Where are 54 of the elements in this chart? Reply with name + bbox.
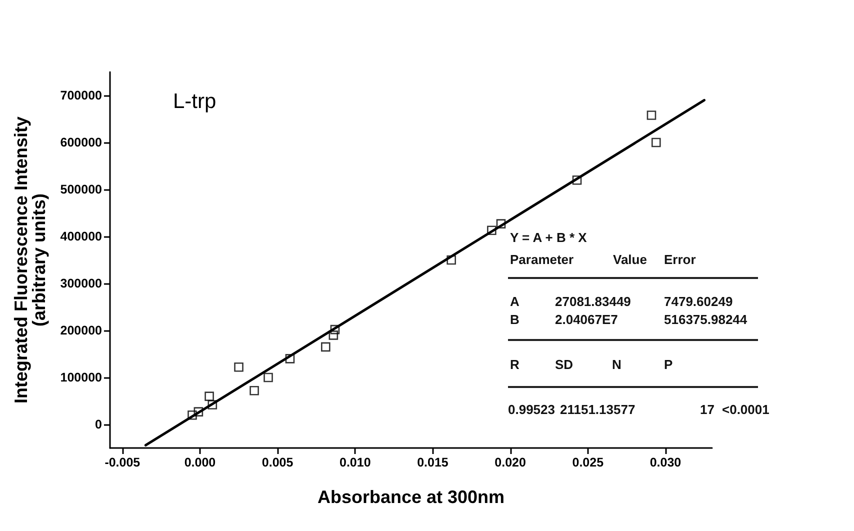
x-axis-title: Absorbance at 300nm (317, 487, 505, 507)
point (651, 138, 661, 148)
point (194, 407, 204, 416)
text: L-trp (173, 90, 216, 113)
annotation: R (510, 357, 520, 373)
x-tick-label: 0.025 (572, 456, 604, 470)
point (487, 226, 496, 236)
x-tick-label: 0.015 (417, 456, 448, 470)
point (446, 255, 456, 265)
x-tick-label: 0.020 (494, 456, 526, 470)
y-tick-label: 0 (95, 418, 102, 432)
annotation: Value (613, 252, 647, 268)
point (328, 330, 338, 340)
y-tick-label: 100000 (60, 370, 102, 384)
y-axis-title: Integrated Fluorescence Intensity (arbitrary units) (11, 116, 49, 404)
x-tick-label: -0.005 (104, 456, 140, 470)
annotation: N (612, 357, 622, 373)
point (496, 219, 506, 228)
x-tick-label: 0.005 (262, 456, 294, 470)
y-tick-label: 200000 (60, 324, 102, 338)
point (572, 175, 582, 185)
annotation: 27081.83449 (555, 294, 631, 310)
annotation: Parameter (510, 252, 574, 268)
text: <0.0001 (722, 402, 770, 418)
point (188, 410, 197, 420)
x-tick-label: 0.000 (184, 456, 216, 470)
point (321, 342, 330, 352)
point (234, 362, 244, 372)
point (285, 354, 295, 364)
y-tick-label: 300000 (60, 276, 102, 290)
annotation: SD (555, 357, 574, 373)
y-tick-label: 500000 (60, 182, 102, 196)
y-tick-label: 400000 (60, 230, 102, 244)
annotation: 7479.60249 (664, 294, 733, 310)
point (208, 400, 218, 410)
annotation: 516375.98244 (664, 312, 748, 328)
point (264, 372, 273, 382)
point (204, 392, 214, 401)
annotation: 17 (700, 402, 714, 418)
point (330, 324, 340, 334)
annotation: 2.04067E7 (555, 312, 618, 328)
y-tick-label: 700000 (60, 88, 102, 102)
x-tick-label: 0.010 (340, 456, 371, 470)
annotation: 0.99523 (508, 402, 555, 418)
annotation: B (510, 312, 520, 328)
point (250, 386, 259, 396)
point (646, 110, 656, 120)
annotation: Error (664, 252, 696, 268)
x-tick-label: 0.030 (650, 456, 682, 470)
annotation: Y = A + B * X (510, 230, 587, 246)
annotation: 21151.13577 (560, 402, 636, 418)
annotation: P (664, 357, 673, 373)
y-tick-label: 600000 (60, 136, 102, 150)
annotation: A (510, 294, 520, 310)
